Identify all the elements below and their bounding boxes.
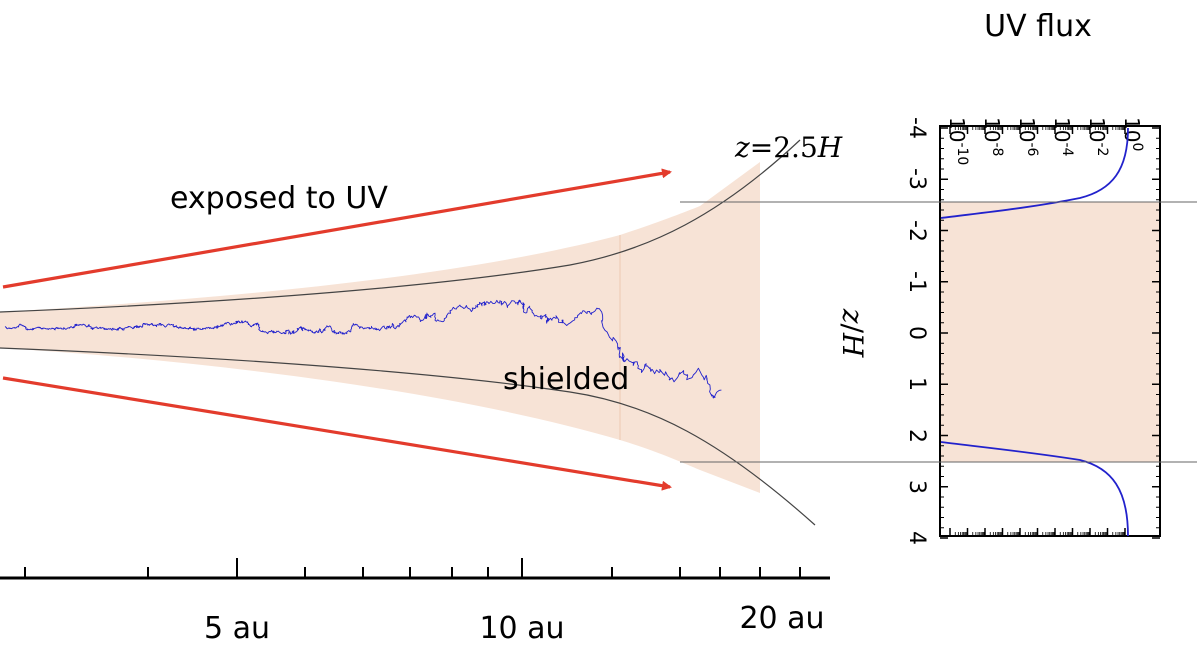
radial-tick-label-10au: 10 au [479, 611, 564, 646]
y-tick-label: -1 [904, 271, 929, 293]
upper-surface-curve [0, 139, 801, 313]
uv-arrow-lower [2, 376, 672, 491]
y-tick-label: 1 [904, 377, 929, 391]
radial-tick-label-20au: 20 au [739, 601, 824, 636]
radial-tick-label-5au: 5 au [204, 611, 270, 646]
x-tick-label: 10-8 [980, 117, 1005, 156]
lower-surface-curve [0, 347, 816, 526]
uv-y-ticks [940, 127, 1160, 539]
y-tick-label: -3 [904, 168, 929, 190]
y-tick-label: -4 [904, 117, 929, 139]
y-tick-label: 3 [904, 480, 929, 494]
x-tick-label: 100 [1120, 117, 1145, 151]
uv-flux-curve-upper [940, 127, 1129, 219]
shielded-label: shielded [503, 362, 629, 397]
uv-arrow-upper [2, 168, 672, 289]
uv-flux-curve-lower [940, 441, 1129, 537]
disk-cross-section: exposed to UV shielded z=2.5H [0, 131, 843, 526]
x-tick-label: 10-6 [1015, 117, 1040, 157]
uv-x-ticks [949, 126, 1126, 536]
x-tick-label: 10-10 [945, 117, 970, 165]
y-tick-label: 4 [904, 531, 929, 545]
y-tick-label: 0 [904, 326, 929, 340]
x-tick-label: 10-2 [1085, 117, 1110, 156]
uv-y-tick-labels: -4 -3 -2 -1 0 1 2 3 4 [904, 117, 929, 545]
surface-label: z=2.5H [734, 131, 843, 164]
uv-x-tick-labels: 10-10 10-8 10-6 10-4 10-2 100 [945, 117, 1145, 165]
exposed-label: exposed to UV [170, 181, 388, 216]
uv-flux-title: UV flux [984, 9, 1092, 44]
x-tick-label: 10-4 [1050, 117, 1075, 157]
y-tick-label: -2 [904, 220, 929, 242]
uv-y-axis-label: z/H [836, 308, 869, 358]
dust-trajectory [4, 299, 722, 399]
y-tick-label: 2 [904, 429, 929, 443]
uv-flux-panel: UV flux -4 -3 -2 -1 0 1 2 3 4 z/H 10-10 … [836, 9, 1161, 545]
uv-panel-shielded-band [941, 202, 1159, 462]
radial-axis: 5 au 10 au 20 au [0, 558, 830, 646]
shielded-region [0, 162, 760, 493]
radial-axis-ticks [24, 558, 801, 578]
